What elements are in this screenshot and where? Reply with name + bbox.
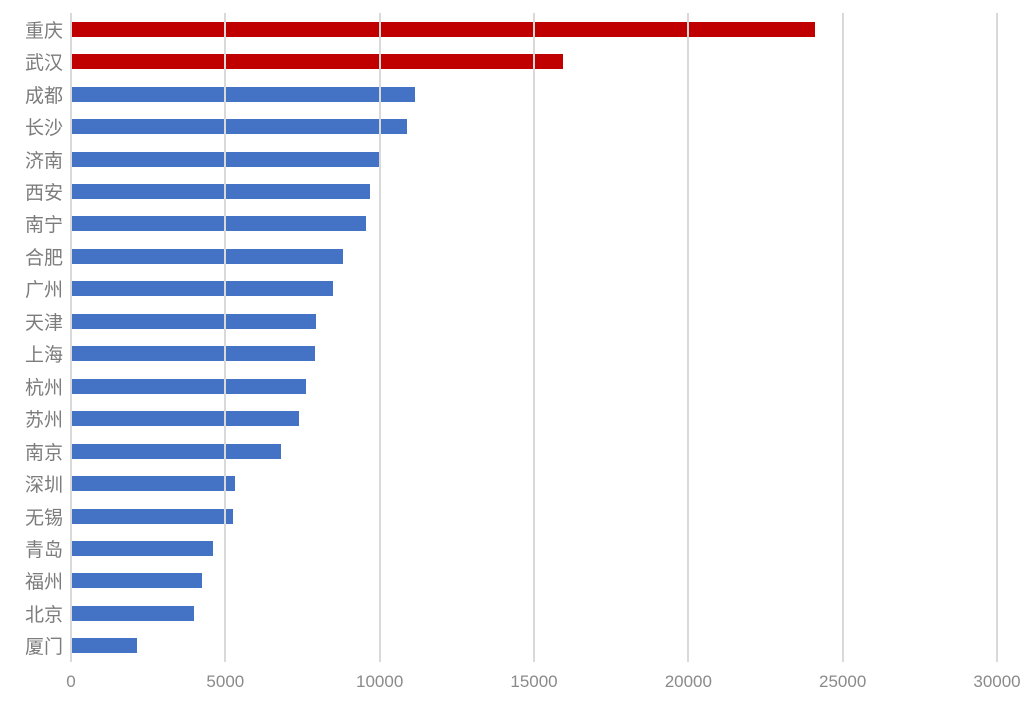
gridline [533, 13, 535, 662]
x-axis-tick-labels: 0 5000 10000 15000 20000 25000 30000 [0, 672, 1036, 698]
bar [71, 411, 300, 427]
y-axis-label: 杭州 [24, 377, 63, 399]
bar [71, 86, 416, 102]
bar-row [71, 208, 997, 240]
y-axis-label: 青岛 [24, 539, 63, 561]
y-axis-label: 苏州 [24, 410, 63, 432]
bar-row [71, 78, 997, 110]
bar [71, 216, 366, 232]
y-axis-label: 重庆 [24, 20, 63, 42]
bar [71, 183, 371, 199]
bar-row [71, 565, 997, 597]
bar-row [71, 630, 997, 662]
bar [71, 378, 306, 394]
bar-rows [71, 13, 997, 662]
bar-row [71, 402, 997, 434]
gridline [224, 13, 227, 662]
bar [71, 119, 408, 135]
bar-row [71, 370, 997, 402]
bar-row [71, 500, 997, 532]
bar [71, 346, 315, 362]
y-axis-label: 西安 [24, 182, 63, 204]
y-axis-label: 福州 [24, 572, 63, 594]
bar [71, 508, 234, 524]
x-axis-tick-label: 20000 [664, 672, 712, 691]
y-axis-label: 深圳 [24, 475, 63, 497]
y-axis-label: 广州 [24, 280, 63, 302]
bar-row [71, 435, 997, 467]
bar [71, 638, 138, 654]
bar-row [71, 273, 997, 305]
x-axis-tick-label: 25000 [819, 672, 867, 691]
bar-row [71, 338, 997, 370]
bar [71, 313, 317, 329]
y-axis-label: 长沙 [24, 118, 63, 140]
bar-row [71, 110, 997, 142]
bar [71, 248, 343, 264]
bar [71, 476, 235, 492]
y-axis-label: 南宁 [24, 215, 63, 237]
bar [71, 540, 213, 556]
bar [71, 54, 564, 70]
x-axis-tick-label: 15000 [510, 672, 558, 691]
y-axis-label: 无锡 [24, 507, 63, 529]
gridline [841, 13, 844, 662]
bar-row [71, 305, 997, 337]
bar-row [71, 597, 997, 629]
bar-row [71, 45, 997, 77]
bar [71, 573, 203, 589]
y-axis-label: 南京 [24, 442, 63, 464]
y-axis-label: 成都 [24, 85, 63, 107]
bar [71, 443, 281, 459]
gridline [378, 13, 381, 662]
bar [71, 605, 195, 621]
bar-row [71, 175, 997, 207]
x-axis-tick-label: 0 [66, 672, 76, 691]
x-axis-tick-label: 30000 [973, 672, 1021, 691]
gridline [687, 13, 690, 662]
x-axis-tick-label: 5000 [206, 672, 245, 691]
y-axis-category-labels: 重庆武汉成都长沙济南西安南宁合肥广州天津上海杭州苏州南京深圳无锡青岛福州北京厦门 [0, 13, 63, 662]
bar-row [71, 13, 997, 45]
gridline [996, 13, 998, 662]
y-axis-label: 上海 [24, 345, 63, 367]
y-axis-label: 武汉 [24, 53, 63, 75]
y-axis-label: 厦门 [24, 637, 63, 659]
x-axis-tick-label: 10000 [356, 672, 404, 691]
bar-row [71, 240, 997, 272]
bar-row [71, 467, 997, 499]
bar [71, 281, 334, 297]
bar [71, 21, 815, 37]
y-axis-label: 济南 [24, 150, 63, 172]
y-axis-label: 北京 [24, 604, 63, 626]
y-axis-label: 合肥 [24, 247, 63, 269]
plot-area [70, 13, 998, 662]
y-axis-label: 天津 [24, 312, 63, 334]
gridline [70, 13, 72, 662]
bar-row [71, 532, 997, 564]
